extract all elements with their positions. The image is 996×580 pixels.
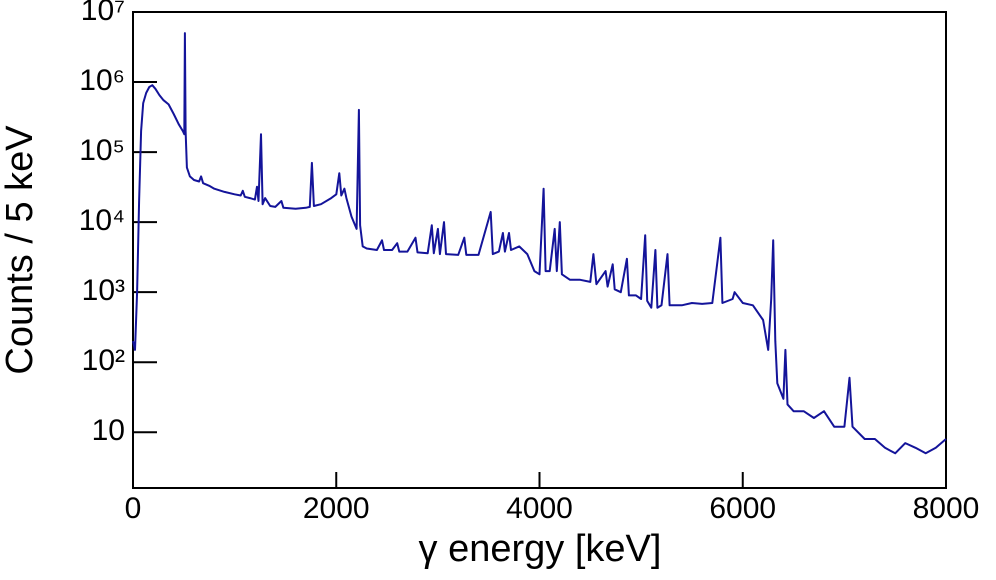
y-tick-label: 10²: [82, 344, 125, 377]
x-tick-label: 0: [125, 492, 142, 525]
spectrum-line: [132, 32, 947, 455]
plot-frame: [132, 11, 947, 489]
x-tick-label: 6000: [709, 492, 776, 525]
y-axis-label: Counts / 5 keV: [0, 125, 41, 375]
x-tick-label: 8000: [913, 492, 980, 525]
y-tick-label: 10⁷: [81, 0, 125, 27]
y-tick-label: 10⁶: [79, 64, 125, 97]
y-tick-label: 10: [92, 414, 125, 447]
x-tick-label: 4000: [506, 492, 573, 525]
y-tick-label: 10³: [82, 274, 125, 307]
y-tick-label: 10⁴: [79, 204, 125, 237]
x-tick-label: 2000: [303, 492, 370, 525]
y-tick-label: 10⁵: [79, 134, 125, 167]
x-axis-label: γ energy [keV]: [419, 528, 662, 570]
